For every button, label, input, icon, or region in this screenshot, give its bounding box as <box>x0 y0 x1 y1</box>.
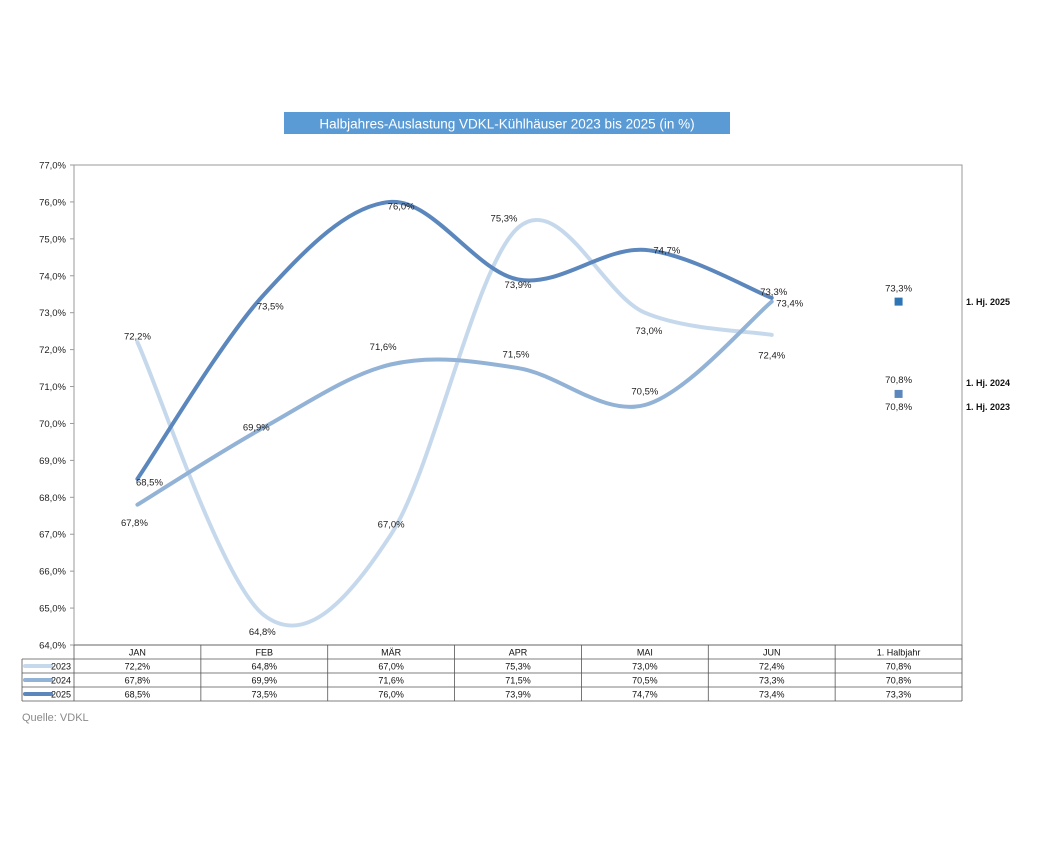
table-cell: 73,0% <box>632 661 658 671</box>
data-table: JAN FEB MÄR APR MAI JUN 1. Halbjahr 2023 72,2% 64… <box>21 644 963 702</box>
table-cell: 69,9% <box>252 675 278 685</box>
point-label-2024: 69,9% <box>243 423 270 434</box>
table-cell: 76,0% <box>378 689 404 699</box>
table-cell: 71,6% <box>378 675 404 685</box>
series-line-2023 <box>135 217 774 628</box>
point-label-2023: 72,4% <box>758 350 785 361</box>
point-label-2025: 68,5% <box>136 477 163 488</box>
series-line-2024 <box>135 299 774 507</box>
table-cell: 73,4% <box>759 689 785 699</box>
point-label-2023: 64,8% <box>249 627 276 638</box>
chart-title: Halbjahres-Auslastung VDKL-Kühlhäuser 20… <box>319 117 694 132</box>
point-label-2024: 73,3% <box>760 287 787 298</box>
y-tick-label: 72,0% <box>39 345 66 356</box>
y-axis: 64,0% 65,0% 66,0% 67,0% 68,0% 69,0% 70,0% 71,0%… <box>39 161 74 652</box>
point-label-2023: 73,0% <box>635 326 662 337</box>
half-year-marker-2025 <box>894 297 903 306</box>
category-label: MÄR <box>381 648 402 658</box>
legend-label-2024: 2024 <box>51 675 71 685</box>
table-cell: 73,3% <box>886 689 912 699</box>
y-tick-label: 66,0% <box>39 567 66 578</box>
point-label-2025: 73,5% <box>257 302 284 313</box>
table-cell: 74,7% <box>632 689 658 699</box>
category-label: APR <box>509 648 528 658</box>
half-year-marker-2024 <box>894 389 903 398</box>
point-label-2024: 71,5% <box>503 350 530 361</box>
point-label-2024: 70,5% <box>631 387 658 398</box>
table-cell: 71,5% <box>505 675 531 685</box>
legend-label-2025: 2025 <box>51 689 71 699</box>
table-cell: 64,8% <box>252 661 278 671</box>
chart-title-background <box>284 112 730 134</box>
point-labels: 72,2% 64,8% 67,0% 75,3% 73,0% 72,4% 67,8% 69,9%… <box>121 201 804 638</box>
y-tick-label: 74,0% <box>39 271 66 282</box>
table-cell: 70,8% <box>886 661 912 671</box>
half-year-value-2023: 70,8% <box>885 402 912 413</box>
table-cell: 73,5% <box>252 689 278 699</box>
y-tick-label: 65,0% <box>39 604 66 615</box>
half-year-label-2025: 1. Hj. 2025 <box>966 297 1010 307</box>
half-year-label-2024: 1. Hj. 2024 <box>966 378 1010 388</box>
y-tick-label: 77,0% <box>39 161 66 172</box>
table-cell: 73,3% <box>759 675 785 685</box>
table-cell: 73,9% <box>505 689 531 699</box>
point-label-2025: 76,0% <box>388 201 415 212</box>
series-line-2025 <box>135 199 774 481</box>
point-label-2023: 75,3% <box>491 213 518 224</box>
category-label: JUN <box>763 648 781 658</box>
table-cell: 70,5% <box>632 675 658 685</box>
table-cell: 68,5% <box>125 689 151 699</box>
table-cell: 67,8% <box>125 675 151 685</box>
category-label: JAN <box>129 648 146 658</box>
y-tick-label: 64,0% <box>39 641 66 652</box>
table-cell: 75,3% <box>505 661 531 671</box>
half-year-label-2023: 1. Hj. 2023 <box>966 402 1010 412</box>
y-tick-label: 68,0% <box>39 493 66 504</box>
plot-area-frame <box>73 164 963 646</box>
y-tick-label: 71,0% <box>39 382 66 393</box>
point-label-2023: 67,0% <box>378 520 405 531</box>
series-lines <box>135 199 774 628</box>
y-tick-label: 75,0% <box>39 234 66 245</box>
half-year-markers: 73,3% 70,8% 70,8% 1. Hj. 2025 1. Hj. 2024 1. … <box>885 284 1010 413</box>
source-note: Quelle: VDKL <box>22 712 89 724</box>
category-label: MAI <box>637 648 653 658</box>
table-cell: 72,2% <box>125 661 151 671</box>
point-label-2023: 72,2% <box>124 332 151 343</box>
y-tick-label: 76,0% <box>39 197 66 208</box>
y-tick-label: 69,0% <box>39 456 66 467</box>
legend-label-2023: 2023 <box>51 661 71 671</box>
point-label-2024: 67,8% <box>121 518 148 529</box>
point-label-2025: 74,7% <box>653 245 680 256</box>
y-tick-label: 73,0% <box>39 308 66 319</box>
half-year-value-2024: 70,8% <box>885 375 912 386</box>
category-label: FEB <box>256 648 274 658</box>
point-label-2025: 73,9% <box>505 280 532 291</box>
chart-title-group: Halbjahres-Auslastung VDKL-Kühlhäuser 20… <box>284 112 730 134</box>
table-cell: 67,0% <box>378 661 404 671</box>
y-tick-label: 67,0% <box>39 530 66 541</box>
table-cell: 72,4% <box>759 661 785 671</box>
category-label: 1. Halbjahr <box>877 648 921 658</box>
table-cell: 70,8% <box>886 675 912 685</box>
point-label-2024: 71,6% <box>370 342 397 353</box>
half-year-value-2025: 73,3% <box>885 284 912 295</box>
point-label-2025: 73,4% <box>776 298 803 309</box>
y-tick-label: 70,0% <box>39 419 66 430</box>
